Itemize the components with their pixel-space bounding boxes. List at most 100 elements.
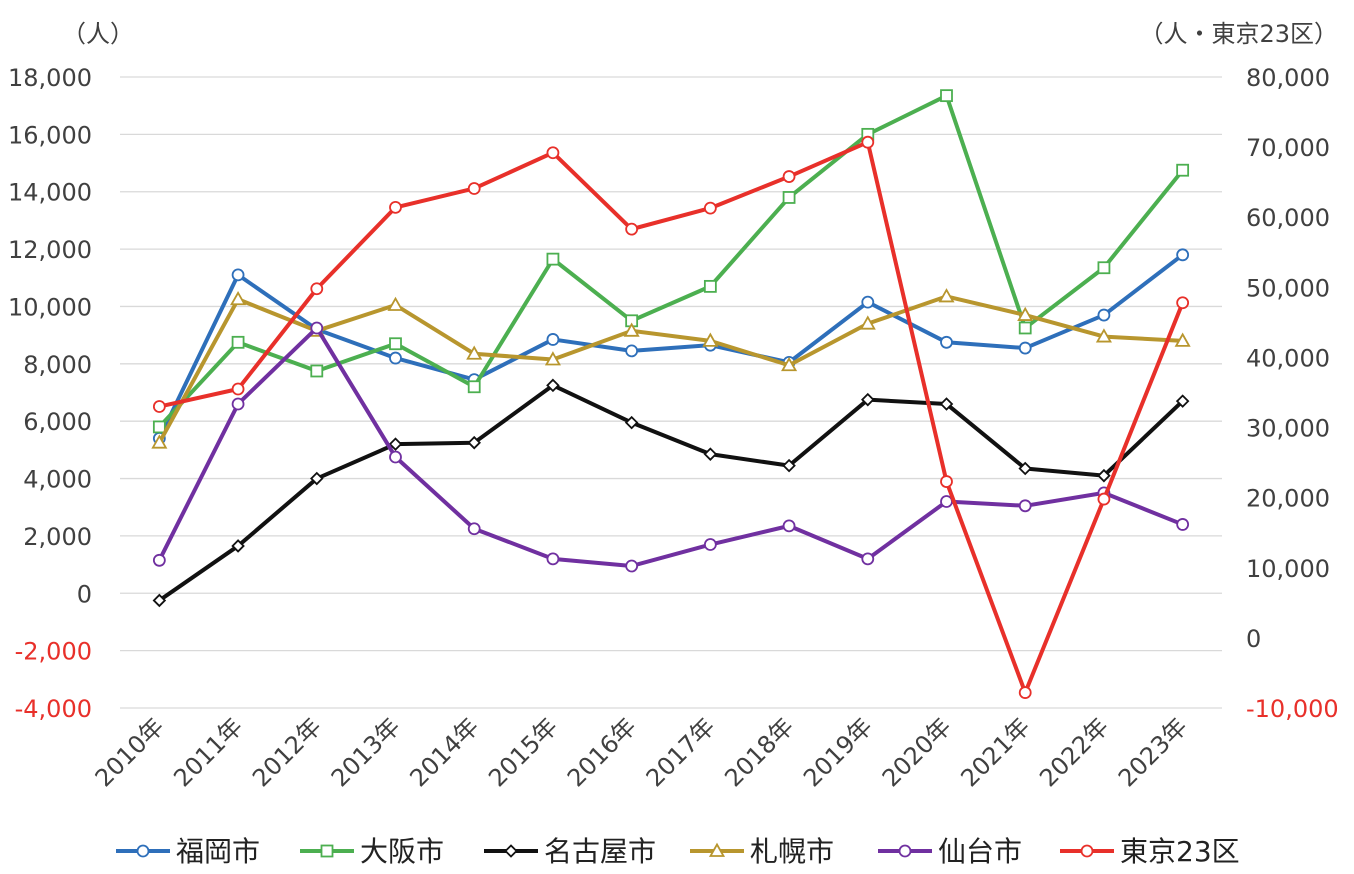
x-tick-label: 2011年 — [168, 712, 248, 792]
legend-label: 名古屋市 — [544, 835, 656, 868]
data-point — [389, 337, 402, 351]
x-tick-label: 2016年 — [562, 712, 642, 792]
data-point — [1097, 492, 1111, 506]
data-point — [231, 268, 245, 282]
data-point — [1176, 248, 1190, 262]
data-point — [546, 252, 560, 266]
data-point — [938, 288, 955, 303]
series-line — [157, 325, 1185, 569]
data-point — [310, 364, 324, 378]
right-tick-label: 80,000 — [1246, 64, 1330, 92]
data-point — [152, 420, 166, 434]
legend-label: 大阪市 — [360, 835, 444, 868]
data-point — [703, 201, 717, 215]
data-point — [861, 135, 875, 149]
data-point — [1018, 321, 1032, 335]
right-tick-label: 10,000 — [1246, 555, 1330, 583]
data-point — [625, 559, 639, 573]
left-tick-label: 8,000 — [23, 351, 92, 379]
x-axis-ticks: 2010年2011年2012年2013年2014年2015年2016年2017年… — [90, 712, 1193, 792]
data-point — [861, 392, 875, 407]
data-point — [861, 295, 875, 309]
data-point — [389, 450, 402, 464]
data-point — [782, 519, 796, 533]
data-point — [467, 435, 481, 450]
data-point — [152, 400, 166, 413]
data-point — [231, 382, 245, 396]
data-point — [1018, 686, 1032, 699]
data-point — [546, 552, 560, 566]
legend-item: 福岡市 — [116, 835, 260, 868]
left-tick-label: -4,000 — [15, 695, 92, 723]
series-3 — [152, 378, 1190, 608]
left-tick-label: 18,000 — [8, 64, 92, 92]
series-1 — [152, 248, 1190, 445]
data-point — [1097, 308, 1111, 322]
series-line — [157, 93, 1185, 429]
data-point — [467, 182, 481, 195]
data-point — [625, 222, 639, 236]
left-axis-ticks: 18,000 16,000 14,000 12,000 10,000 8,000 6,000… — [8, 64, 92, 723]
data-point — [861, 552, 875, 566]
legend-label: 仙台市 — [938, 835, 1022, 868]
legend-marker — [1080, 844, 1094, 858]
data-point — [782, 191, 796, 204]
x-tick-label: 2017年 — [641, 712, 721, 792]
data-point — [1176, 296, 1190, 310]
data-point — [623, 322, 640, 337]
data-point — [467, 380, 481, 394]
data-point — [624, 415, 639, 430]
x-tick-label: 2023年 — [1113, 712, 1193, 792]
right-tick-label: -10,000 — [1246, 695, 1339, 723]
x-tick-label: 2014年 — [404, 712, 484, 792]
data-point — [1018, 499, 1032, 513]
data-point — [702, 332, 719, 347]
data-point — [310, 471, 324, 486]
x-tick-label: 2022年 — [1034, 712, 1114, 792]
data-point — [389, 201, 402, 214]
series-lines — [151, 89, 1191, 699]
data-point — [389, 351, 402, 365]
legend-item: 大阪市 — [300, 835, 444, 868]
data-point — [703, 447, 718, 461]
series-line — [157, 383, 1185, 603]
data-point — [546, 146, 560, 160]
series-line — [157, 252, 1185, 441]
left-tick-label: -2,000 — [15, 638, 92, 666]
left-tick-label: 2,000 — [23, 523, 92, 551]
data-point — [939, 397, 954, 411]
series-5 — [152, 321, 1190, 573]
data-point — [1097, 261, 1111, 275]
right-tick-label: 60,000 — [1246, 204, 1330, 232]
data-point — [231, 397, 245, 411]
data-point — [544, 351, 561, 366]
right-tick-label: 40,000 — [1246, 344, 1330, 372]
right-tick-label: 70,000 — [1246, 134, 1330, 162]
legend-item: 仙台市 — [878, 835, 1022, 868]
x-tick-label: 2019年 — [798, 712, 878, 792]
left-tick-label: 16,000 — [8, 121, 92, 149]
right-axis-unit: （人・東京23区） — [1139, 20, 1338, 48]
legend-marker — [898, 844, 912, 858]
legend-label: 福岡市 — [176, 835, 260, 868]
x-tick-label: 2020年 — [877, 712, 957, 792]
x-tick-label: 2010年 — [90, 712, 170, 792]
data-point — [151, 434, 168, 449]
data-point — [546, 333, 560, 346]
data-point — [1095, 328, 1112, 343]
left-tick-label: 14,000 — [8, 179, 92, 207]
x-tick-label: 2013年 — [326, 712, 406, 792]
x-tick-label: 2015年 — [483, 712, 563, 792]
data-point — [310, 282, 324, 296]
data-point — [467, 522, 481, 536]
data-point — [940, 495, 953, 508]
legend-marker — [708, 842, 726, 857]
data-point — [310, 321, 324, 335]
data-point — [231, 335, 245, 349]
x-tick-label: 2018年 — [719, 712, 799, 792]
gridlines — [120, 76, 1222, 709]
series-4 — [151, 288, 1191, 449]
data-point — [152, 553, 166, 567]
data-point — [940, 475, 953, 488]
data-point — [703, 279, 717, 293]
